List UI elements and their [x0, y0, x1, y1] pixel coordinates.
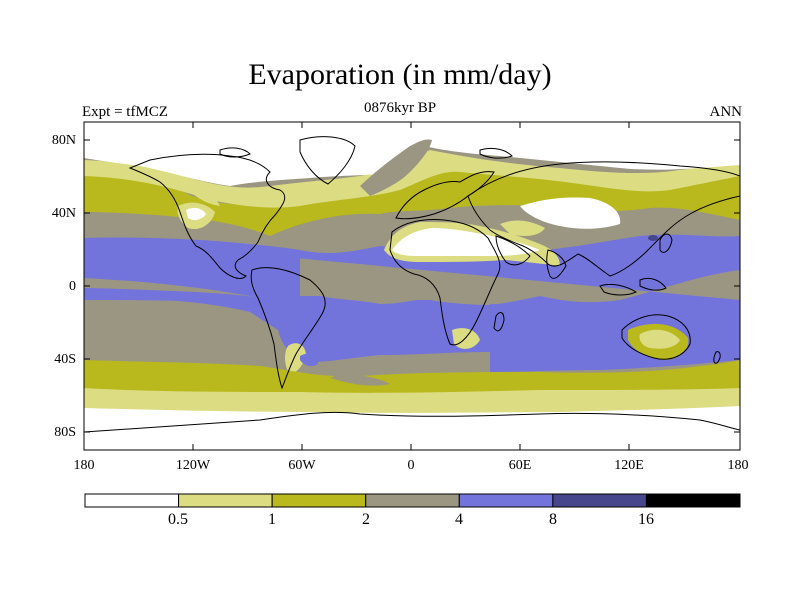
colorbar [84, 493, 741, 508]
colorbar-bin-0.5-1 [178, 493, 273, 508]
experiment-label: Expt = tfMCZ [82, 104, 168, 120]
colorbar-bin-2-4 [365, 493, 460, 508]
colorbar-label-0.5: 0.5 [168, 511, 188, 528]
colorbar-bin-1-2 [271, 493, 367, 508]
lon-label-180e: 180 [727, 458, 749, 473]
lat-ticks [84, 139, 740, 433]
coastlines [84, 136, 740, 433]
colorbar-label-8: 8 [549, 511, 557, 528]
lon-label-120w: 120W [175, 458, 211, 473]
colorbar-label-2: 2 [362, 511, 370, 528]
lon-label-60w: 60W [288, 458, 316, 473]
colorbar-bin-gt-16 [645, 493, 741, 508]
lat-label-0: 0 [69, 279, 76, 294]
season-label: ANN [709, 104, 743, 120]
colorbar-bin-4-8 [458, 493, 554, 508]
lat-label-80n: 80N [51, 133, 76, 148]
lon-ticks [192, 122, 630, 450]
lon-label-60e: 60E [508, 458, 532, 473]
period-label: 0876kyr BP [363, 100, 437, 116]
lon-label-120e: 120E [614, 458, 644, 473]
lat-label-40n: 40N [51, 206, 76, 221]
colorbar-bin-lt-0.5 [84, 493, 180, 508]
colorbar-label-4: 4 [455, 511, 463, 528]
lat-label-40s: 40S [54, 352, 76, 367]
map-title: Evaporation (in mm/day) [248, 58, 552, 91]
lon-label-180w: 180 [73, 458, 95, 473]
colorbar-bin-8-16 [552, 493, 647, 508]
colorbar-label-16: 16 [638, 511, 654, 528]
colorbar-label-1: 1 [268, 511, 276, 528]
evaporation-field [84, 122, 740, 450]
lon-label-0: 0 [407, 458, 415, 473]
lat-label-80s: 80S [54, 425, 76, 440]
